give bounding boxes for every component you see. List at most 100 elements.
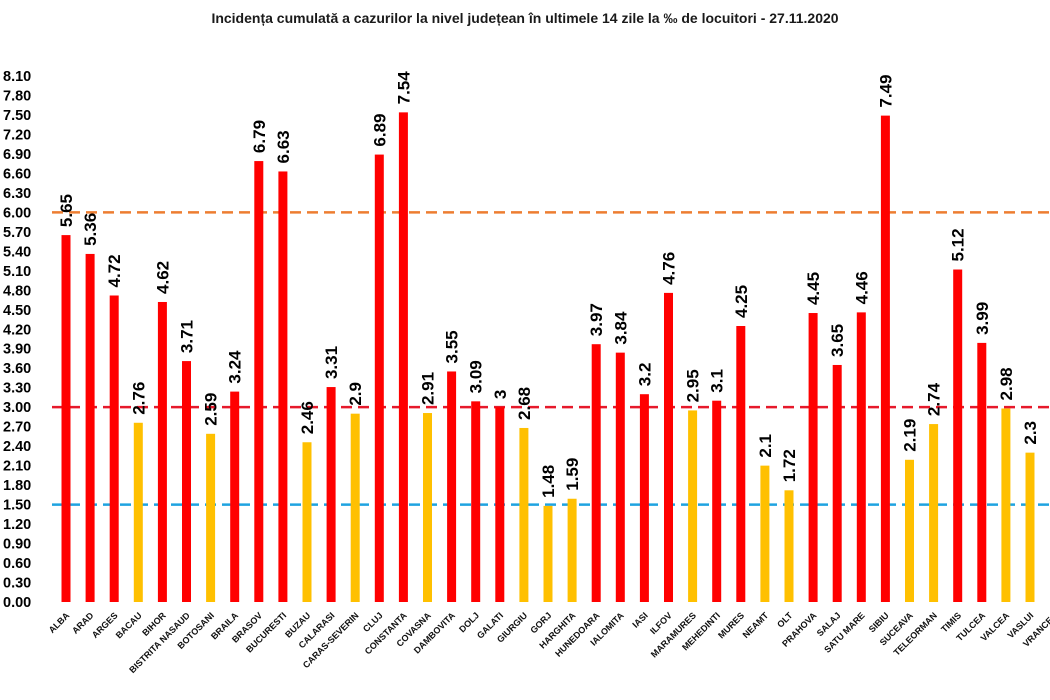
category-label: MURES <box>716 610 746 640</box>
bar <box>157 301 167 602</box>
y-tick-label: 6.00 <box>3 205 31 221</box>
data-label: 2.74 <box>925 382 944 416</box>
bar <box>615 352 625 602</box>
y-tick-label: 5.10 <box>3 264 31 280</box>
bar <box>302 442 312 602</box>
bar <box>133 422 143 602</box>
bar <box>953 269 963 602</box>
reference-lines <box>52 211 1050 506</box>
y-tick-label: 2.70 <box>3 420 31 436</box>
bar <box>688 410 698 602</box>
data-label: 1.48 <box>539 465 558 498</box>
data-label: 5.36 <box>81 213 100 246</box>
y-tick-label: 7.50 <box>3 108 31 124</box>
y-tick-label: 1.50 <box>3 498 31 514</box>
data-label: 3.55 <box>443 330 462 363</box>
category-label: IASI <box>630 610 649 629</box>
y-tick-label: 0.00 <box>3 595 31 611</box>
y-tick-label: 3.00 <box>3 400 31 416</box>
bar <box>447 371 457 602</box>
data-label: 3.24 <box>226 350 245 384</box>
y-tick-label: 2.40 <box>3 439 31 455</box>
y-tick-label: 6.60 <box>3 166 31 182</box>
y-axis: 0.00 0.30 0.60 0.90 1.20 1.50 1.80 2.10 2.40 2.70… <box>3 69 31 611</box>
bar <box>929 424 939 602</box>
bar <box>832 364 842 602</box>
data-label: 3.71 <box>178 320 197 353</box>
data-label: 3.2 <box>635 363 654 387</box>
bar <box>350 413 360 602</box>
y-tick-label: 1.80 <box>3 478 31 494</box>
category-label: BACAU <box>114 610 144 640</box>
data-label: 1.59 <box>563 458 582 491</box>
data-label: 4.72 <box>105 254 124 287</box>
y-tick-label: 6.30 <box>3 186 31 202</box>
y-tick-label: 4.50 <box>3 303 31 319</box>
y-tick-label: 0.60 <box>3 556 31 572</box>
bar <box>856 312 866 602</box>
data-labels: 5.65 5.36 4.72 2.76 4.62 3.71 2.59 3.24 6.79 6.63… <box>57 71 1040 498</box>
chart-title: Incidența cumulată a cazurilor la nivel … <box>211 10 839 26</box>
data-label: 3 <box>491 390 510 399</box>
y-tick-label: 0.30 <box>3 576 31 592</box>
bar <box>230 391 240 602</box>
y-tick-label: 3.30 <box>3 381 31 397</box>
data-label: 2.3 <box>1021 421 1040 445</box>
category-label: OLT <box>775 610 795 630</box>
data-label: 3.1 <box>708 369 727 393</box>
data-label: 4.25 <box>732 285 751 318</box>
bar <box>1001 408 1011 602</box>
data-label: 3.84 <box>611 311 630 345</box>
y-tick-label: 6.90 <box>3 147 31 163</box>
data-label: 5.65 <box>57 194 76 227</box>
bar <box>326 387 336 602</box>
bar <box>905 459 914 602</box>
bar <box>109 295 119 602</box>
bar <box>977 342 987 602</box>
data-label: 2.68 <box>515 387 534 420</box>
data-label: 1.72 <box>780 449 799 482</box>
data-label: 4.46 <box>852 271 871 304</box>
data-label: 6.63 <box>274 130 293 163</box>
data-label: 2.19 <box>901 419 920 452</box>
bars <box>61 112 1035 603</box>
data-label: 2.91 <box>419 372 438 405</box>
y-tick-label: 3.90 <box>3 342 31 358</box>
category-label: NEAMT <box>741 610 771 640</box>
bar <box>712 400 722 602</box>
data-label: 6.89 <box>370 113 389 146</box>
data-label: 7.49 <box>876 75 895 108</box>
y-tick-label: 4.20 <box>3 322 31 338</box>
bar <box>182 361 191 602</box>
data-label: 3.97 <box>587 303 606 336</box>
y-tick-label: 1.20 <box>3 517 31 533</box>
data-label: 3.99 <box>973 302 992 335</box>
bar <box>591 344 601 602</box>
bar <box>808 313 818 602</box>
y-tick-label: 2.10 <box>3 459 31 475</box>
y-tick-label: 4.80 <box>3 283 31 299</box>
bar <box>374 154 384 602</box>
bar <box>423 413 432 602</box>
y-tick-label: 5.70 <box>3 225 31 241</box>
bar <box>664 292 673 602</box>
category-label: TELEORMAN <box>892 610 939 657</box>
bar <box>567 498 577 602</box>
data-label: 2.59 <box>202 393 221 426</box>
y-tick-label: 5.40 <box>3 244 31 260</box>
data-label: 2.9 <box>346 382 365 406</box>
data-label: 6.79 <box>250 120 269 153</box>
bar <box>398 112 408 603</box>
data-label: 2.46 <box>298 401 317 434</box>
category-label: ALBA <box>47 610 72 635</box>
data-label: 5.12 <box>949 228 968 261</box>
data-label: 7.54 <box>394 71 413 105</box>
y-tick-label: 8.10 <box>3 69 31 85</box>
y-tick-label: 3.60 <box>3 361 31 377</box>
bar <box>880 115 890 603</box>
bar <box>278 171 288 602</box>
data-label: 3.31 <box>322 346 341 379</box>
bar <box>206 433 216 602</box>
bar <box>61 235 71 603</box>
bar <box>495 407 505 602</box>
